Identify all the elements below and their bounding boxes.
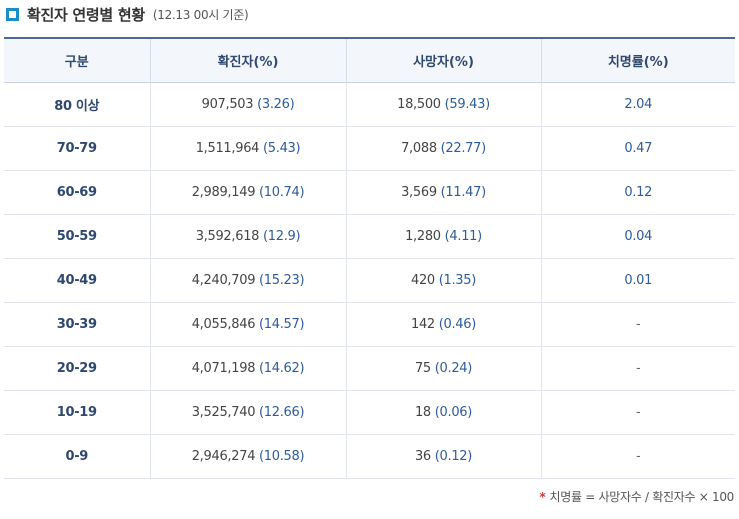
- column-header-deaths: 사망자(%): [345, 38, 541, 83]
- page-title: 확진자 연령별 현황: [27, 5, 145, 24]
- deaths-count: 420: [410, 272, 435, 288]
- deaths-percent: (0.06): [434, 404, 473, 420]
- deaths-count: 3,569: [401, 184, 437, 200]
- cases-count: 4,071,198: [191, 360, 256, 376]
- table-row: 40-49 4,240,709 (15.23) 420 (1.35) 0.01: [4, 258, 735, 303]
- deaths-percent: (11.47): [440, 184, 487, 200]
- cases-percent: (14.62): [259, 360, 305, 376]
- table-row: 0-9 2,946,274 (10.58) 36 (0.12) -: [4, 434, 735, 479]
- fatality-rate-cell: 2.04: [540, 82, 735, 127]
- cases-count: 1,511,964: [195, 140, 260, 156]
- cases-percent: (5.43): [263, 140, 301, 156]
- age-group-cell: 50-59: [4, 214, 150, 259]
- table-row: 60-69 2,989,149 (10.74) 3,569 (11.47) 0.12: [4, 170, 735, 215]
- cases-percent: (15.23): [259, 272, 305, 288]
- table-row: 20-29 4,071,198 (14.62) 75 (0.24) -: [4, 346, 735, 391]
- age-group-cell: 70-79: [4, 126, 150, 171]
- age-group-cell: 10-19: [4, 390, 150, 435]
- cases-cell: 907,503 (3.26): [149, 82, 346, 127]
- column-header-category: 구분: [4, 38, 150, 83]
- deaths-percent: (4.11): [444, 228, 483, 244]
- deaths-cell: 18,500 (59.43): [345, 82, 541, 127]
- table-row: 10-19 3,525,740 (12.66) 18 (0.06) -: [4, 390, 735, 435]
- deaths-count: 18,500: [397, 96, 441, 112]
- deaths-count: 142: [410, 316, 435, 332]
- fatality-rate-cell: 0.04: [540, 214, 735, 259]
- cases-count: 2,946,274: [191, 448, 256, 464]
- cases-count: 4,240,709: [191, 272, 256, 288]
- cases-percent: (12.9): [263, 228, 301, 244]
- age-stats-table-wrapper: 구분 확진자(%) 사망자(%) 치명률(%) 80 이상 907,503 (3.…: [4, 37, 735, 479]
- cases-cell: 2,946,274 (10.58): [149, 434, 346, 479]
- column-header-cases: 확진자(%): [149, 38, 346, 83]
- table-row: 70-79 1,511,964 (5.43) 7,088 (22.77) 0.47: [4, 126, 735, 171]
- table-row: 30-39 4,055,846 (14.57) 142 (0.46) -: [4, 302, 735, 347]
- cases-cell: 4,055,846 (14.57): [149, 302, 346, 347]
- fatality-rate-cell: -: [540, 346, 735, 391]
- fatality-rate-cell: -: [540, 434, 735, 479]
- deaths-cell: 7,088 (22.77): [345, 126, 541, 171]
- deaths-count: 18: [414, 404, 431, 420]
- deaths-cell: 142 (0.46): [345, 302, 541, 347]
- cases-percent: (14.57): [259, 316, 305, 332]
- deaths-cell: 36 (0.12): [345, 434, 541, 479]
- age-group-cell: 20-29: [4, 346, 150, 391]
- column-header-fatality: 치명률(%): [540, 38, 735, 83]
- deaths-cell: 75 (0.24): [345, 346, 541, 391]
- section-title: 확진자 연령별 현황 (12.13 00시 기준): [6, 3, 249, 25]
- table-header-row: 구분 확진자(%) 사망자(%) 치명률(%): [4, 38, 735, 83]
- fatality-rate-cell: -: [540, 302, 735, 347]
- deaths-count: 75: [414, 360, 431, 376]
- cases-cell: 3,525,740 (12.66): [149, 390, 346, 435]
- deaths-percent: (1.35): [438, 272, 477, 288]
- deaths-percent: (0.46): [438, 316, 477, 332]
- age-stats-table: 구분 확진자(%) 사망자(%) 치명률(%) 80 이상 907,503 (3.…: [4, 37, 735, 479]
- deaths-percent: (0.12): [434, 448, 473, 464]
- cases-count: 4,055,846: [191, 316, 256, 332]
- cases-cell: 2,989,149 (10.74): [149, 170, 346, 215]
- deaths-count: 36: [414, 448, 431, 464]
- deaths-cell: 1,280 (4.11): [345, 214, 541, 259]
- deaths-count: 7,088: [401, 140, 437, 156]
- cases-cell: 1,511,964 (5.43): [149, 126, 346, 171]
- cases-cell: 3,592,618 (12.9): [149, 214, 346, 259]
- deaths-percent: (59.43): [444, 96, 491, 112]
- cases-count: 3,525,740: [191, 404, 256, 420]
- deaths-cell: 18 (0.06): [345, 390, 541, 435]
- cases-count: 2,989,149: [191, 184, 256, 200]
- deaths-percent: (22.77): [440, 140, 487, 156]
- footnote-text: 치명률 = 사망자수 / 확진자수 × 100: [549, 490, 735, 504]
- cases-count: 907,503: [201, 96, 254, 112]
- age-group-cell: 30-39: [4, 302, 150, 347]
- age-group-cell: 0-9: [4, 434, 150, 479]
- fatality-rate-cell: 0.12: [540, 170, 735, 215]
- footnote: * 치명률 = 사망자수 / 확진자수 × 100: [539, 488, 735, 505]
- deaths-percent: (0.24): [434, 360, 473, 376]
- cases-cell: 4,240,709 (15.23): [149, 258, 346, 303]
- fatality-rate-cell: -: [540, 390, 735, 435]
- cases-percent: (3.26): [257, 96, 295, 112]
- table-body: 80 이상 907,503 (3.26) 18,500 (59.43) 2.04 70-…: [4, 82, 735, 479]
- deaths-cell: 3,569 (11.47): [345, 170, 541, 215]
- table-row: 50-59 3,592,618 (12.9) 1,280 (4.11) 0.04: [4, 214, 735, 259]
- fatality-rate-cell: 0.47: [540, 126, 735, 171]
- cases-cell: 4,071,198 (14.62): [149, 346, 346, 391]
- cases-percent: (10.58): [259, 448, 305, 464]
- deaths-cell: 420 (1.35): [345, 258, 541, 303]
- footnote-star: *: [539, 490, 546, 504]
- reference-time-note: (12.13 00시 기준): [152, 7, 249, 22]
- cases-count: 3,592,618: [195, 228, 260, 244]
- fatality-rate-cell: 0.01: [540, 258, 735, 303]
- square-bullet-icon: [6, 7, 19, 21]
- cases-percent: (10.74): [259, 184, 305, 200]
- deaths-count: 1,280: [405, 228, 441, 244]
- age-group-cell: 80 이상: [4, 82, 150, 127]
- age-group-cell: 40-49: [4, 258, 150, 303]
- age-group-cell: 60-69: [4, 170, 150, 215]
- cases-percent: (12.66): [259, 404, 305, 420]
- table-row: 80 이상 907,503 (3.26) 18,500 (59.43) 2.04: [4, 82, 735, 127]
